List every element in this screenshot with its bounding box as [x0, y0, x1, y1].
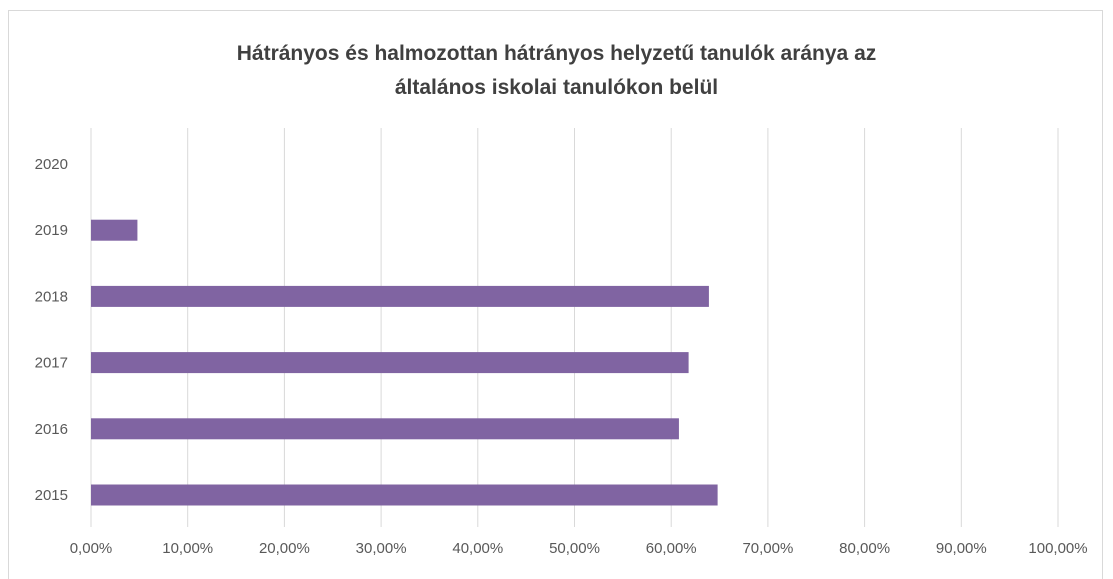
x-tick-label: 20,00%	[259, 540, 310, 557]
x-tick-label: 100,00%	[1028, 540, 1087, 557]
x-tick-label: 30,00%	[356, 540, 407, 557]
y-tick-label: 2015	[35, 487, 68, 504]
y-tick-label: 2017	[35, 355, 68, 372]
y-tick-label: 2020	[35, 156, 68, 173]
gridlines	[90, 128, 1059, 527]
y-axis-labels: 2015 2016 2017 2018 2019 2020	[35, 156, 68, 504]
x-tick-label: 60,00%	[646, 540, 697, 557]
bars	[91, 219, 718, 506]
x-tick-label: 90,00%	[936, 540, 987, 557]
x-axis-labels: 0,00% 10,00% 20,00% 30,00% 40,00% 50,00% 60,00…	[70, 540, 1088, 557]
x-tick-label: 10,00%	[162, 540, 213, 557]
bar-2015	[91, 484, 718, 506]
bar-2016	[91, 418, 679, 440]
y-tick-label: 2019	[35, 222, 68, 239]
x-tick-label: 80,00%	[839, 540, 890, 557]
chart-title-line-2: általános iskolai tanulókon belül	[394, 76, 719, 99]
y-tick-label: 2016	[35, 421, 68, 438]
x-tick-label: 0,00%	[70, 540, 113, 557]
x-tick-label: 70,00%	[742, 540, 793, 557]
bar-2018	[91, 285, 709, 307]
bar-2019	[91, 219, 138, 241]
chart-title-line-1: Hátrányos és halmozottan hátrányos helyz…	[236, 42, 877, 65]
x-tick-label: 40,00%	[452, 540, 503, 557]
y-tick-label: 2018	[35, 288, 68, 305]
bar-2017	[91, 352, 689, 374]
x-tick-label: 50,00%	[549, 540, 600, 557]
chart-title: Hátrányos és halmozottan hátrányos helyz…	[0, 37, 1113, 105]
